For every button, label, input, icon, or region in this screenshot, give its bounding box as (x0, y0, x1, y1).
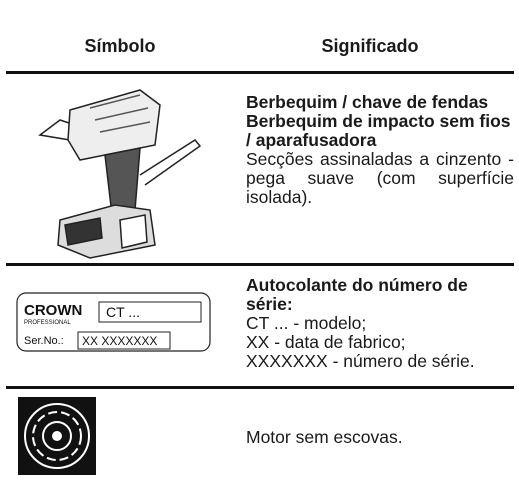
serial-label-text: Ser.No.: (24, 335, 64, 347)
header-meaning: Significado (321, 36, 419, 56)
bold-text: Berbequim de impacto sem fios / aparafus… (246, 111, 511, 150)
meaning-cell: Motor sem escovas. (246, 428, 514, 447)
meaning-cell: Autocolante do número de série: CT ... -… (246, 276, 514, 371)
text: XXXXXXX - número de série. (246, 351, 475, 371)
header-symbol: Símbolo (84, 36, 156, 56)
drill-icon (38, 89, 202, 259)
bold-text: Autocolante do número de série: (246, 275, 468, 314)
text: Secções assinaladas a cinzento - pega su… (246, 149, 514, 207)
rule (6, 386, 514, 389)
serial-label: CROWN PROFESSIONAL CT ... Ser.No.: XX XX… (16, 292, 211, 352)
rule (6, 263, 514, 266)
motor-icon (18, 397, 96, 475)
rule (6, 71, 514, 74)
model: CT ... (106, 304, 140, 320)
brand: CROWN (24, 302, 82, 319)
text: Motor sem escovas. (246, 427, 403, 447)
brand-sub: PROFESSIONAL (24, 320, 71, 326)
meaning-cell: Berbequim / chave de fendas Berbequim de… (246, 93, 514, 207)
bold-text: Berbequim / chave de fendas (246, 92, 489, 112)
serial: XX XXXXXXX (82, 334, 157, 348)
text: CT ... - modelo; (246, 313, 367, 333)
text: XX - data de fabrico; (246, 332, 406, 352)
